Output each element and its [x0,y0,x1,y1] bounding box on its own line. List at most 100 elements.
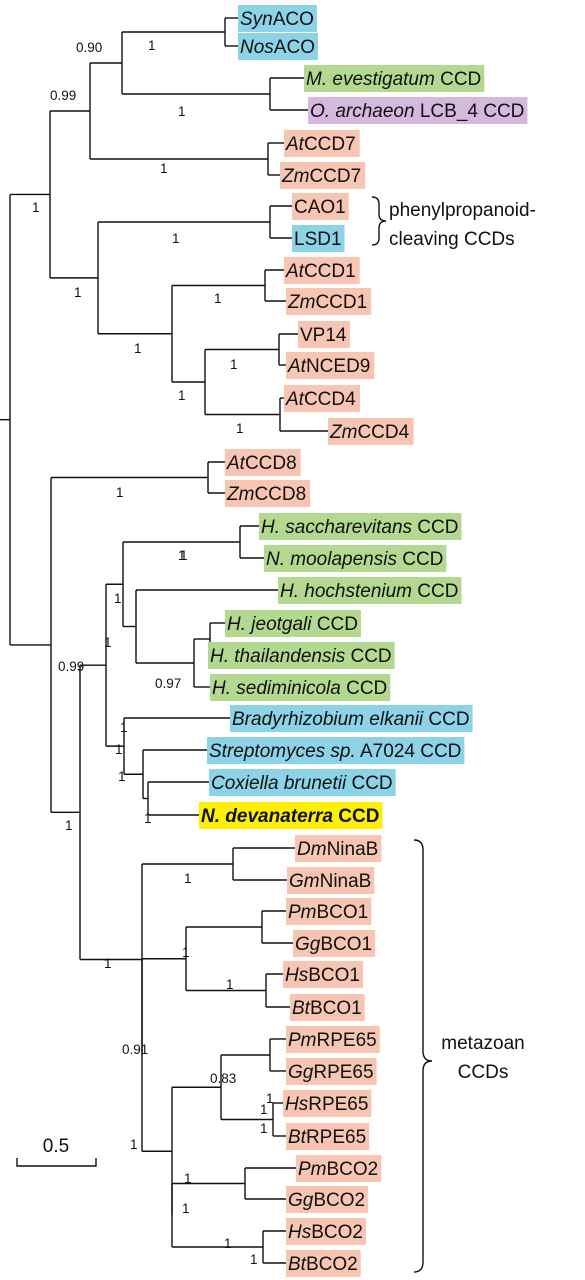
taxon-label: AtCCD8 [225,449,301,476]
taxon-highlight [286,1058,377,1085]
taxon-label: GgBCO1 [293,930,376,957]
taxon-label: CAO1 [292,193,349,220]
metazoan-brace [413,839,433,1273]
svg-text:GgBCO1: GgBCO1 [295,934,372,955]
taxon-highlight [290,994,365,1021]
taxon-label: M. evestigatum CCD [304,65,485,92]
svg-text:HsBCO1: HsBCO1 [285,965,360,986]
support-value: 1 [104,635,112,650]
svg-text:Streptomyces sp. A7024 CCD: Streptomyces sp. A7024 CCD [209,741,461,762]
support-value: 1 [260,1121,268,1136]
support-value: 1 [180,548,188,563]
scale-bar [16,1158,97,1167]
svg-text:O. archaeon LCB_4 CCD: O. archaeon LCB_4 CCD [310,101,524,122]
taxon-label: HsBCO2 [286,1218,366,1245]
taxon-label: SynACO [238,5,317,32]
svg-text:AtCCD4: AtCCD4 [285,389,356,410]
svg-text:ZmCCD1: ZmCCD1 [287,292,367,313]
support-value: 1 [148,38,156,53]
taxon-label: NosACO [238,33,318,60]
phenylpropanoid-label-line1: phenylpropanoid- [389,200,536,221]
support-value: 1 [224,1236,232,1251]
taxon-highlight [230,705,473,732]
taxon-highlight [295,835,382,862]
support-value: 1 [65,818,73,833]
svg-text:NosACO: NosACO [240,37,315,58]
svg-text:PmBCO2: PmBCO2 [298,1159,378,1180]
taxon-highlight [238,5,317,32]
taxon-highlight [284,385,361,412]
taxon-label: ZmCCD1 [286,288,372,315]
taxon-labels: SynACO NosACO M. evestigatum CCD O. archaeo… [199,5,528,1277]
taxon-highlight [209,769,396,796]
svg-text:HsRPE65: HsRPE65 [285,1094,368,1115]
taxon-highlight [264,545,447,572]
taxon-highlight [278,577,462,604]
taxon-highlight [304,65,485,92]
svg-text:M. evestigatum CCD: M. evestigatum CCD [306,69,481,90]
support-value: 1 [32,200,40,215]
support-values: 0.90 1 0.99 1 1 1 1 1 1 1 1 1 1 1 1 0.99 1 1 0.97 1 1 1 1 1 1 1 1 0… [32,38,274,1267]
phenylpropanoid-label-line2: cleaving CCDs [389,229,515,250]
taxon-highlight [199,802,383,829]
taxon-highlight [292,225,345,252]
taxon-label: AtCCD4 [284,385,361,412]
support-value: 0.99 [58,659,84,674]
taxon-label: N. moolapensis CCD [264,545,447,572]
taxon-highlight [207,737,465,764]
taxon-highlight [286,1218,366,1245]
support-value: 1 [178,104,186,119]
taxon-label: H. hochstenium CCD [278,577,462,604]
taxon-label: AtNCED9 [286,352,375,379]
taxon-label: PmBCO2 [296,1155,382,1182]
svg-text:PmBCO1: PmBCO1 [288,902,368,923]
svg-text:DmNinaB: DmNinaB [297,839,378,860]
taxon-highlight [225,480,311,507]
taxon-highlight [284,130,360,157]
taxon-highlight [328,418,414,445]
support-value: 1 [214,291,222,306]
taxon-label: AtCCD1 [284,257,360,284]
taxon-label: ZmCCD8 [225,480,311,507]
taxon-label: VP14 [298,321,350,348]
taxon-highlight [286,898,372,925]
svg-text:AtCCD7: AtCCD7 [285,134,356,155]
taxon-label: N. devanaterra CCD [199,802,383,829]
taxon-highlight [292,193,349,220]
support-value: 1 [144,811,152,826]
svg-text:GmNinaB: GmNinaB [289,871,371,892]
taxon-label: BtBCO2 [286,1250,361,1277]
taxon-highlight [286,288,372,315]
taxon-highlight [298,321,350,348]
taxon-highlight [286,352,375,379]
taxon-highlight [259,513,462,540]
taxon-highlight [210,674,391,701]
support-value: 1 [160,161,168,176]
taxon-label: GgRPE65 [286,1058,377,1085]
support-value: 1 [74,285,82,300]
taxon-label: H. jeotgali CCD [225,610,361,637]
metazoan-label-line1: metazoan [441,1033,524,1054]
svg-text:ZmCCD4: ZmCCD4 [329,422,410,443]
svg-text:GgBCO2: GgBCO2 [288,1190,365,1211]
svg-text:H. hochstenium CCD: H. hochstenium CCD [280,581,458,602]
taxon-label: H. sediminicola CCD [210,674,391,701]
svg-text:AtNCED9: AtNCED9 [287,356,370,377]
taxon-highlight [208,642,395,669]
svg-text:H. thailandensis CCD: H. thailandensis CCD [210,646,392,667]
taxon-label: PmBCO1 [286,898,372,925]
support-value: 0.83 [210,1071,236,1086]
metazoan-label-line2: CCDs [458,1062,509,1083]
taxon-label: H. saccharevitans CCD [259,513,462,540]
taxon-highlight [293,930,376,957]
taxon-highlight [308,97,528,124]
svg-text:SynACO: SynACO [240,9,314,30]
taxon-highlight [238,33,318,60]
taxon-label: BtRPE65 [286,1123,370,1150]
taxon-label: BtBCO1 [290,994,365,1021]
taxon-label: O. archaeon LCB_4 CCD [308,97,528,124]
taxon-label: ZmCCD7 [280,162,366,189]
support-value: 1 [184,1171,192,1186]
taxon-highlight [284,257,360,284]
